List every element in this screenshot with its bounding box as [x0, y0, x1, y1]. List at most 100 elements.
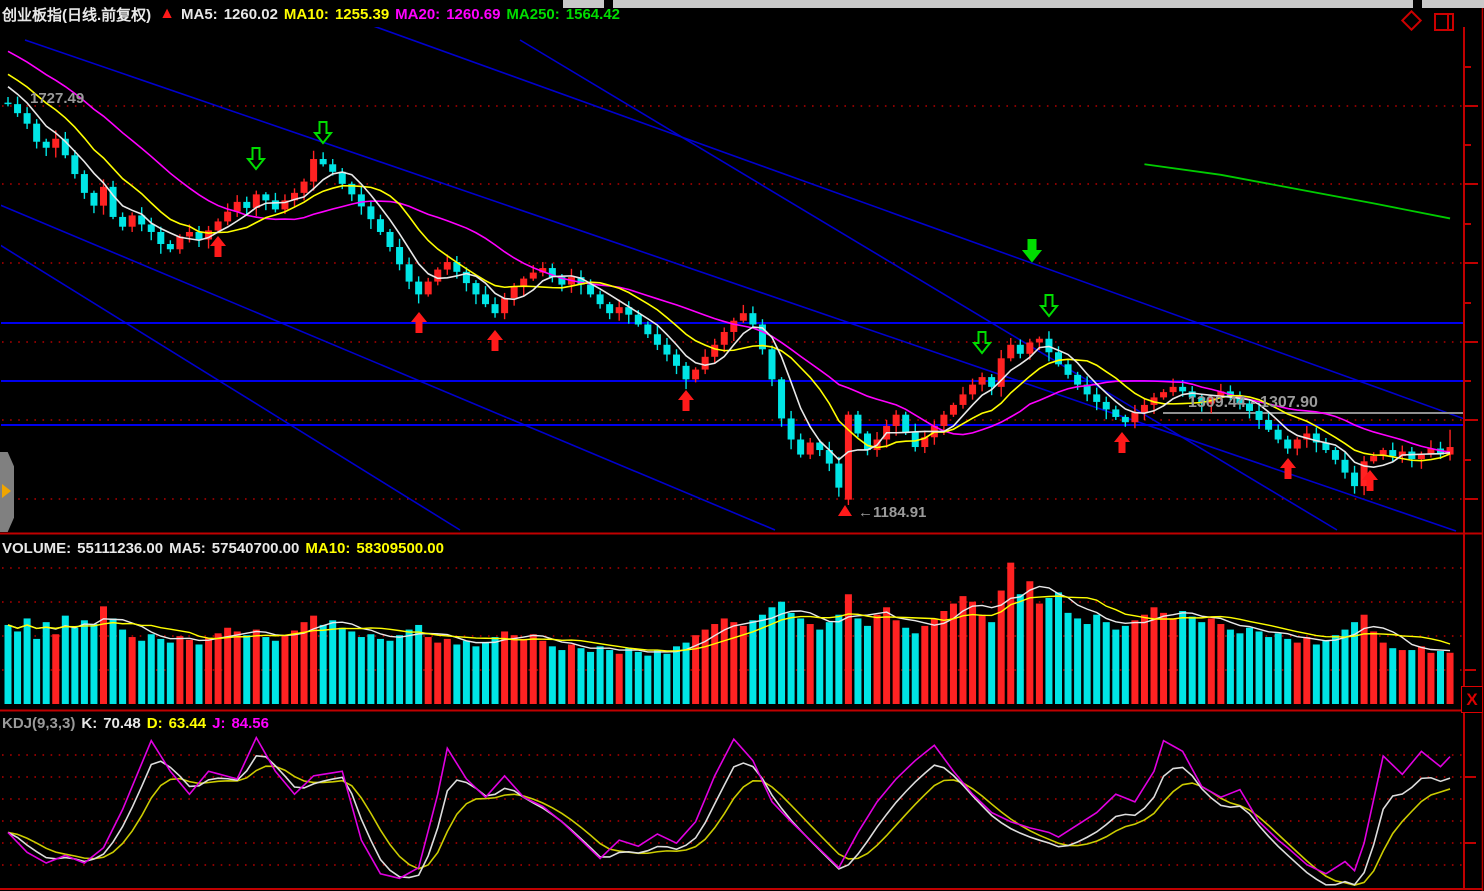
- volume-bar: [386, 640, 394, 704]
- kdj-d-value: 63.44: [168, 714, 207, 732]
- volume-bar: [1207, 618, 1215, 704]
- volume-bar: [424, 637, 432, 704]
- candle-body: [185, 231, 193, 237]
- top-toolbar-edge: [563, 0, 1484, 8]
- candle-body: [1370, 456, 1378, 462]
- volume-bar: [1322, 640, 1330, 704]
- volume-bar: [587, 651, 595, 704]
- buy-signal-arrow-icon: [411, 312, 427, 333]
- volume-bar: [1112, 629, 1120, 704]
- volume-bar: [854, 618, 862, 704]
- volume-bar: [233, 631, 241, 704]
- candle-body: [271, 200, 279, 210]
- candle-body: [797, 439, 805, 455]
- volume-bar: [52, 634, 60, 704]
- volume-bar: [376, 638, 384, 704]
- restore-window-icon[interactable]: [1434, 13, 1454, 31]
- candle-body: [1121, 416, 1129, 423]
- volume-bar: [1026, 581, 1034, 704]
- candle-body: [548, 268, 556, 278]
- candle-body: [1341, 459, 1349, 473]
- candle-body: [434, 269, 442, 282]
- buy-signal-arrow-icon: [1114, 432, 1130, 453]
- kdj-label: KDJ(9,3,3): [2, 714, 76, 732]
- volume-bar: [396, 635, 404, 704]
- trendline: [1, 204, 776, 531]
- candle-body: [319, 159, 327, 165]
- candle-body: [128, 215, 136, 227]
- volume-ma10-value: 58309500.00: [356, 539, 444, 557]
- candle-body: [462, 271, 470, 284]
- candle-body: [205, 230, 213, 240]
- volume-bar: [787, 612, 795, 704]
- buy-signal-arrow-icon: [1362, 470, 1378, 491]
- volume-bar: [319, 624, 327, 704]
- sell-signal-arrow-icon: [971, 331, 993, 355]
- volume-bar: [166, 642, 174, 704]
- volume-bar: [1303, 637, 1311, 704]
- volume-bar: [1035, 603, 1043, 704]
- volume-bar: [892, 620, 900, 704]
- candle-body: [33, 123, 41, 142]
- candle-body: [1284, 439, 1292, 449]
- volume-bar: [1284, 638, 1292, 704]
- candle-body: [682, 365, 690, 380]
- price-label-layer: 1727.49 ←1184.91 1309.44 - 1307.90: [30, 90, 1318, 521]
- candle-body: [1360, 461, 1368, 487]
- candle-body: [147, 224, 155, 232]
- low-marker-triangle: [838, 505, 852, 516]
- candle-body: [864, 433, 871, 451]
- volume-bar: [1121, 625, 1129, 704]
- volume-bar: [730, 622, 738, 704]
- volume-bar: [185, 639, 193, 704]
- kdj-j-value: 84.56: [231, 714, 269, 732]
- candle-body: [396, 247, 404, 265]
- candle-body: [844, 414, 852, 500]
- flyout-expand-icon: [2, 484, 11, 498]
- volume-bar: [71, 627, 79, 704]
- volume-ma5-label: MA5:: [169, 539, 206, 557]
- trendline-layer: [1, 27, 1463, 532]
- candle-body: [195, 231, 203, 240]
- volume-bar: [997, 590, 1005, 704]
- trend-up-arrow-icon: ▲: [159, 5, 176, 22]
- volume-bar: [1274, 633, 1282, 704]
- volume-bar: [357, 637, 365, 704]
- volume-bar: [271, 640, 279, 704]
- candle-body: [1274, 429, 1282, 440]
- volume-bar: [367, 634, 375, 704]
- candle-body: [1389, 450, 1397, 457]
- volume-bar: [682, 642, 690, 704]
- kdj-pane-header: KDJ(9,3,3) K: 70.48 D: 63.44 J: 84.56: [2, 712, 275, 734]
- volume-bar: [501, 631, 509, 704]
- volume-bar: [1083, 624, 1091, 704]
- candle-body: [701, 356, 709, 370]
- indicator-close-button[interactable]: X: [1461, 686, 1483, 713]
- volume-bar: [816, 629, 824, 704]
- candle-body: [1016, 344, 1024, 354]
- volume-bar: [529, 634, 537, 704]
- price-pane-header: 创业板指(日线.前复权) ▲ MA5: 1260.02 MA10: 1255.3…: [2, 3, 626, 25]
- volume-bar: [1255, 631, 1263, 704]
- candle-body: [768, 349, 776, 380]
- volume-bar: [80, 620, 88, 704]
- candle-body: [825, 450, 833, 464]
- candle-body: [988, 377, 996, 387]
- volume-bar: [921, 625, 929, 704]
- volume-bar: [768, 607, 776, 704]
- volume-bar: [472, 646, 480, 704]
- candle-body: [61, 138, 69, 156]
- volume-bar: [988, 622, 996, 704]
- volume-bar: [1016, 594, 1024, 704]
- volume-bar: [653, 650, 661, 704]
- volume-ma5-value: 57540700.00: [211, 539, 300, 557]
- volume-bar: [625, 648, 633, 704]
- volume-bar: [615, 653, 623, 704]
- candle-body: [739, 313, 747, 321]
- sidebar-flyout-tab[interactable]: [0, 452, 14, 532]
- candle-body: [673, 354, 680, 366]
- candle-body: [405, 264, 413, 282]
- volume-bar: [1265, 637, 1273, 704]
